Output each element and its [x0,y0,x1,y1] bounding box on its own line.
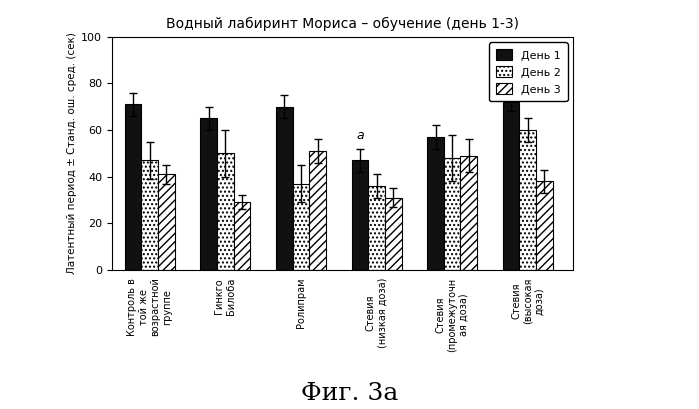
Text: Фиг. 3а: Фиг. 3а [301,382,398,405]
Bar [158,174,175,270]
Bar [368,186,385,270]
Bar [444,158,461,270]
Bar [233,202,250,270]
Bar [503,102,519,270]
Text: a: a [356,129,363,142]
Bar [293,184,309,270]
Bar [276,107,293,270]
Y-axis label: Латентный период ± Станд. ош. сред. (сек): Латентный период ± Станд. ош. сред. (сек… [67,32,77,274]
Bar [124,104,141,270]
Bar [352,160,368,270]
Bar [461,156,477,270]
Bar [385,198,401,270]
Bar [217,153,233,270]
Bar [536,181,553,270]
Legend: День 1, День 2, День 3: День 1, День 2, День 3 [489,43,568,101]
Bar [201,119,217,270]
Bar [309,151,326,270]
Bar [427,137,444,270]
Title: Водный лабиринт Мориса – обучение (день 1-3): Водный лабиринт Мориса – обучение (день … [166,18,519,31]
Bar [141,160,158,270]
Bar [519,130,536,270]
